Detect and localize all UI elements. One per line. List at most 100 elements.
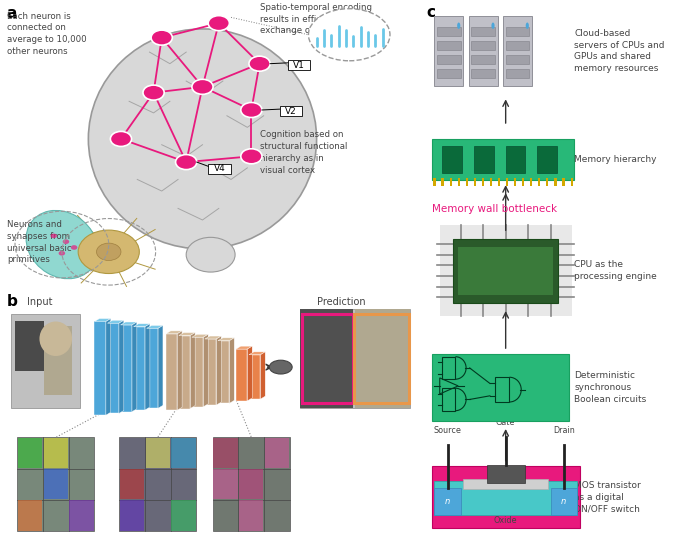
Bar — [495, 377, 510, 402]
Circle shape — [51, 234, 57, 238]
Bar — [453, 239, 558, 303]
Bar — [458, 247, 553, 295]
Text: n: n — [561, 497, 566, 505]
Circle shape — [241, 149, 262, 164]
Circle shape — [175, 154, 197, 169]
Bar — [120, 500, 144, 531]
Bar — [441, 178, 444, 186]
Ellipse shape — [308, 9, 390, 61]
Bar — [437, 27, 461, 36]
Bar — [522, 178, 524, 186]
Bar — [503, 16, 532, 86]
Text: Drain: Drain — [553, 426, 575, 435]
Circle shape — [269, 360, 292, 374]
Polygon shape — [218, 338, 234, 341]
Polygon shape — [203, 334, 208, 407]
Bar — [443, 388, 456, 411]
Bar — [474, 178, 476, 186]
Bar — [490, 178, 492, 186]
Circle shape — [208, 16, 229, 31]
Bar — [147, 329, 158, 408]
Bar — [44, 469, 68, 500]
Circle shape — [249, 56, 270, 71]
Bar — [474, 146, 494, 173]
Polygon shape — [247, 346, 252, 401]
Ellipse shape — [26, 211, 98, 279]
Bar — [571, 178, 573, 186]
Bar — [44, 326, 72, 396]
Bar — [551, 488, 577, 515]
Text: Input: Input — [27, 297, 53, 307]
Polygon shape — [229, 338, 234, 404]
Bar — [134, 326, 145, 410]
Circle shape — [192, 79, 213, 94]
Circle shape — [151, 30, 173, 45]
Polygon shape — [108, 320, 124, 323]
Polygon shape — [121, 322, 137, 325]
Bar — [434, 481, 577, 515]
Bar — [192, 337, 203, 407]
Bar — [506, 69, 530, 78]
Text: Cloud-based
servers of CPUs and
GPUs and shared
memory resources: Cloud-based servers of CPUs and GPUs and… — [574, 29, 664, 73]
Bar — [212, 437, 290, 531]
Polygon shape — [190, 332, 195, 408]
Polygon shape — [158, 325, 163, 408]
Ellipse shape — [40, 322, 72, 356]
Bar — [18, 438, 42, 468]
Text: a: a — [7, 6, 17, 21]
Bar — [486, 465, 525, 483]
Text: Gate: Gate — [496, 418, 515, 427]
Bar — [469, 16, 498, 86]
Bar — [288, 60, 310, 70]
Bar — [506, 27, 530, 36]
Bar — [356, 309, 410, 408]
Circle shape — [525, 23, 529, 29]
Bar — [354, 314, 409, 403]
Bar — [208, 163, 231, 174]
Polygon shape — [119, 320, 124, 413]
Bar — [69, 500, 94, 531]
Bar — [205, 339, 216, 405]
Bar — [108, 323, 119, 413]
Bar — [179, 336, 190, 408]
Bar — [471, 27, 495, 36]
Bar — [95, 322, 106, 415]
Bar — [171, 500, 195, 531]
Polygon shape — [260, 352, 265, 399]
Circle shape — [97, 243, 121, 260]
Bar — [300, 309, 410, 408]
Polygon shape — [166, 331, 182, 334]
Bar — [437, 41, 461, 50]
Bar — [434, 488, 461, 515]
Bar — [464, 479, 548, 489]
Text: MOS transistor
as a digital
ON/OFF switch: MOS transistor as a digital ON/OFF switc… — [574, 481, 641, 513]
Bar — [537, 146, 557, 173]
Circle shape — [59, 251, 65, 256]
Text: Source: Source — [434, 426, 462, 435]
Polygon shape — [249, 352, 265, 355]
Ellipse shape — [88, 29, 316, 249]
Text: Prediction: Prediction — [316, 297, 365, 307]
Text: V2: V2 — [285, 107, 297, 116]
Text: V1: V1 — [293, 61, 305, 70]
Bar — [432, 354, 569, 421]
Bar — [214, 438, 238, 468]
Bar — [214, 469, 238, 500]
Polygon shape — [95, 318, 111, 322]
Bar — [554, 178, 556, 186]
Bar — [471, 41, 495, 50]
Polygon shape — [205, 336, 221, 339]
Circle shape — [78, 230, 139, 273]
Polygon shape — [134, 324, 150, 326]
Bar — [120, 469, 144, 500]
Bar — [239, 500, 264, 531]
Text: Memory hierarchy: Memory hierarchy — [574, 155, 657, 164]
Text: Each neuron is
connected on
average to 10,000
other neurons: Each neuron is connected on average to 1… — [7, 12, 86, 56]
Bar — [300, 309, 353, 408]
Bar — [498, 178, 500, 186]
Circle shape — [491, 23, 495, 29]
Circle shape — [63, 240, 69, 244]
Bar — [302, 314, 353, 403]
Text: Memory wall bottleneck: Memory wall bottleneck — [432, 204, 557, 214]
Bar — [514, 178, 516, 186]
